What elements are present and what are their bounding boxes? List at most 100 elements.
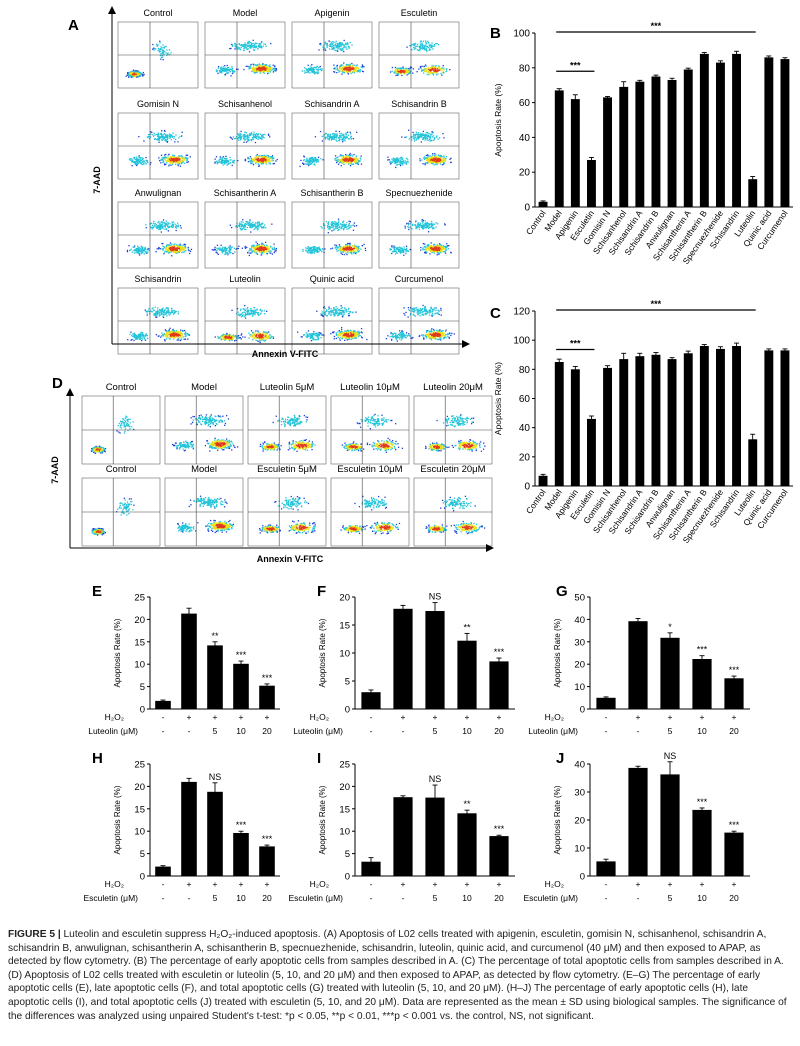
event-dot	[342, 160, 344, 163]
event-dot	[302, 159, 305, 161]
event-dot	[159, 225, 161, 227]
event-dot	[173, 246, 175, 249]
event-dot	[441, 67, 443, 69]
event-dot	[336, 157, 338, 159]
event-dot	[309, 67, 311, 70]
event-dot	[179, 159, 181, 161]
event-dot	[422, 163, 424, 165]
event-dot	[172, 223, 174, 225]
event-dot	[247, 157, 249, 159]
event-dot	[441, 69, 443, 71]
event-dot	[338, 158, 340, 160]
event-dot	[135, 70, 137, 72]
event-dot	[259, 64, 261, 67]
event-dot	[182, 161, 184, 163]
event-dot	[126, 251, 129, 253]
event-dot	[340, 155, 342, 157]
event-dot	[388, 159, 390, 161]
event-dot	[165, 140, 167, 142]
event-dot	[439, 137, 441, 139]
event-dot	[164, 130, 166, 132]
event-dot	[176, 161, 178, 163]
event-dot	[427, 139, 429, 141]
event-dot	[340, 161, 342, 163]
event-dot	[412, 43, 414, 46]
event-dot	[318, 66, 321, 68]
event-dot	[355, 252, 357, 255]
event-dot	[249, 160, 251, 162]
event-dot	[267, 247, 269, 249]
event-dot	[256, 223, 259, 225]
event-dot	[450, 157, 452, 159]
event-dot	[429, 140, 431, 142]
event-dot	[263, 156, 265, 158]
event-dot	[172, 154, 174, 156]
event-dot	[166, 52, 169, 55]
event-dot	[327, 134, 329, 136]
event-dot	[166, 223, 168, 225]
event-dot	[245, 132, 247, 134]
event-dot	[424, 70, 426, 72]
event-dot	[440, 154, 442, 157]
flow-plot-title: Apigenin	[314, 8, 349, 18]
event-dot	[435, 154, 437, 156]
event-dot	[247, 161, 250, 163]
event-dot	[317, 159, 319, 161]
event-dot	[162, 223, 164, 225]
event-dot	[338, 229, 340, 231]
event-dot	[419, 134, 421, 136]
event-dot	[398, 251, 400, 253]
event-dot	[400, 250, 402, 252]
event-dot	[239, 132, 241, 134]
event-dot	[335, 50, 337, 52]
event-dot	[180, 246, 182, 249]
event-dot	[243, 138, 245, 140]
event-dot	[342, 155, 344, 157]
event-dot	[340, 49, 343, 51]
event-dot	[395, 248, 397, 251]
event-dot	[244, 226, 246, 228]
event-dot	[254, 225, 257, 227]
event-dot	[223, 162, 225, 164]
event-dot	[425, 154, 427, 157]
event-dot	[230, 247, 232, 249]
event-dot	[429, 159, 432, 161]
event-dot	[226, 159, 228, 162]
event-dot	[146, 159, 148, 162]
event-dot	[248, 40, 250, 42]
event-dot	[362, 70, 364, 72]
event-dot	[229, 224, 231, 226]
event-dot	[439, 247, 441, 249]
event-dot	[154, 134, 156, 136]
event-dot	[306, 157, 308, 159]
event-dot	[234, 251, 236, 253]
event-dot	[443, 137, 445, 139]
event-dot	[140, 250, 142, 252]
event-dot	[213, 249, 215, 251]
event-dot	[401, 249, 403, 252]
event-dot	[432, 69, 435, 71]
event-dot	[176, 244, 178, 246]
event-dot	[255, 247, 257, 249]
event-dot	[422, 40, 425, 42]
event-dot	[334, 155, 337, 157]
event-dot	[356, 65, 358, 67]
event-dot	[240, 133, 242, 135]
event-dot	[334, 71, 336, 73]
event-dot	[308, 249, 310, 251]
event-dot	[431, 46, 433, 48]
event-dot	[239, 136, 241, 138]
event-dot	[263, 227, 265, 229]
event-dot	[174, 158, 176, 160]
event-dot	[427, 160, 430, 162]
event-dot	[342, 66, 345, 69]
event-dot	[225, 160, 228, 163]
event-dot	[339, 66, 341, 68]
event-dot	[134, 250, 136, 252]
event-dot	[335, 136, 337, 138]
event-dot	[223, 70, 226, 72]
event-dot	[233, 159, 235, 161]
event-dot	[344, 246, 347, 248]
event-dot	[348, 156, 351, 158]
event-dot	[398, 249, 400, 251]
